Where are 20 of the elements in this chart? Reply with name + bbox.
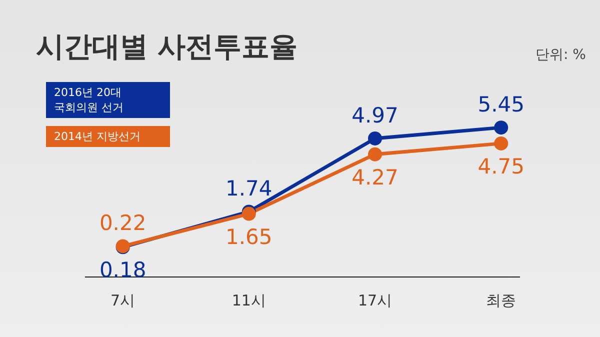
data-label: 0.22 [99, 211, 146, 236]
data-label: 4.97 [352, 103, 398, 128]
point [494, 120, 508, 135]
point [494, 136, 508, 150]
data-label: 4.75 [478, 154, 524, 178]
x-tick-label: 최종 [486, 292, 516, 310]
point [368, 131, 382, 146]
data-label: 5.45 [478, 92, 524, 117]
x-tick-label: 17시 [358, 292, 392, 310]
x-tick-label: 7시 [110, 292, 136, 310]
point [368, 147, 382, 162]
text: 단위: % [536, 46, 586, 64]
text: 2016년 20대 국회의원 선거 [46, 82, 170, 118]
data-label: 1.74 [226, 176, 272, 201]
chart-title: 시간대별 사전투표율 [36, 29, 298, 65]
data-label: 0.18 [99, 258, 146, 282]
text: 2014년 지방선거 [46, 126, 170, 147]
data-label: 1.65 [226, 224, 272, 249]
data-label: 4.27 [352, 165, 398, 190]
x-tick-label: 11시 [232, 292, 266, 310]
